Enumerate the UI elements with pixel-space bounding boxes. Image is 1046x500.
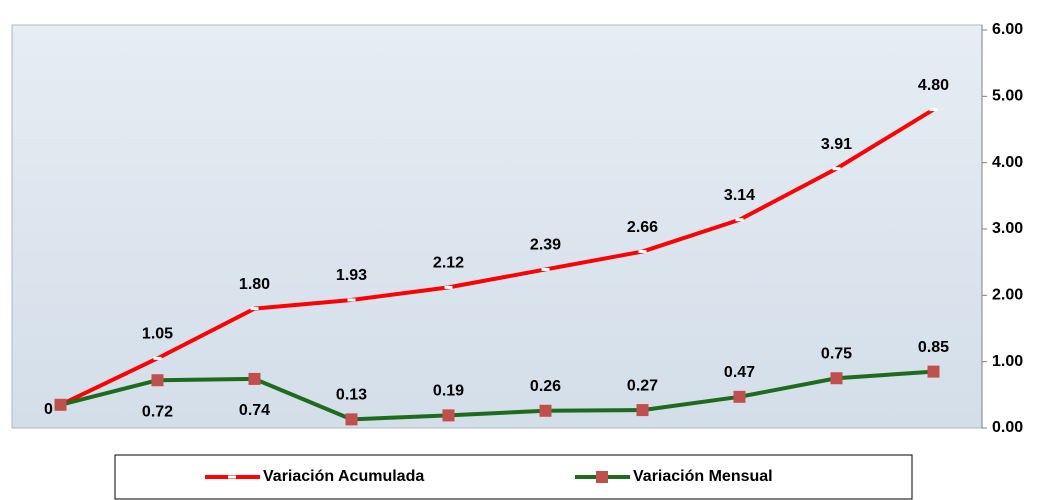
marker bbox=[153, 356, 162, 360]
y-tick-label: 3.00 bbox=[992, 220, 1023, 237]
marker bbox=[733, 390, 746, 403]
data-label: 0.26 bbox=[530, 378, 561, 395]
data-label: 1.80 bbox=[239, 276, 270, 293]
legend-label: Variación Acumulada bbox=[263, 468, 424, 485]
data-label: 4.80 bbox=[918, 77, 949, 94]
data-label: 3.91 bbox=[821, 136, 852, 153]
marker bbox=[250, 307, 259, 311]
marker bbox=[539, 404, 552, 417]
data-label: 0.19 bbox=[433, 383, 464, 400]
annotation: 0 bbox=[44, 401, 53, 418]
data-label: 2.39 bbox=[530, 237, 561, 254]
data-label: 2.66 bbox=[627, 219, 658, 236]
data-label: 2.12 bbox=[433, 255, 464, 272]
marker bbox=[830, 372, 843, 385]
legend-marker bbox=[228, 475, 236, 479]
data-label: 3.14 bbox=[724, 187, 755, 204]
legend-marker bbox=[596, 471, 608, 483]
marker bbox=[638, 250, 647, 254]
data-label: 1.93 bbox=[336, 267, 367, 284]
plot-area bbox=[11, 24, 983, 429]
data-label: 0.47 bbox=[724, 364, 755, 381]
marker bbox=[248, 372, 261, 385]
marker bbox=[347, 298, 356, 302]
series-line bbox=[60, 369, 934, 422]
marker bbox=[444, 285, 453, 289]
legend-label: Variación Mensual bbox=[633, 468, 773, 485]
y-tick-label: 0.00 bbox=[992, 419, 1023, 436]
data-label: 0.74 bbox=[239, 402, 270, 419]
marker bbox=[541, 267, 550, 271]
data-label: 0.13 bbox=[336, 387, 367, 404]
marker bbox=[345, 413, 358, 426]
y-tick-label: 5.00 bbox=[992, 88, 1023, 105]
data-label: 0.75 bbox=[821, 345, 852, 362]
marker bbox=[927, 365, 940, 378]
marker bbox=[442, 409, 455, 422]
marker bbox=[151, 374, 164, 387]
y-tick-label: 1.00 bbox=[992, 353, 1023, 370]
y-tick-label: 2.00 bbox=[992, 287, 1023, 304]
marker bbox=[735, 218, 744, 222]
marker bbox=[54, 398, 67, 411]
series-line bbox=[59, 107, 935, 407]
marker bbox=[832, 167, 841, 171]
data-label: 0.72 bbox=[142, 403, 173, 420]
y-tick-label: 6.00 bbox=[992, 21, 1023, 38]
data-label: 1.05 bbox=[142, 326, 173, 343]
data-label: 0.27 bbox=[627, 377, 658, 394]
marker bbox=[929, 108, 938, 112]
data-label: 0.85 bbox=[918, 339, 949, 356]
y-tick-label: 4.00 bbox=[992, 154, 1023, 171]
marker bbox=[636, 404, 649, 417]
